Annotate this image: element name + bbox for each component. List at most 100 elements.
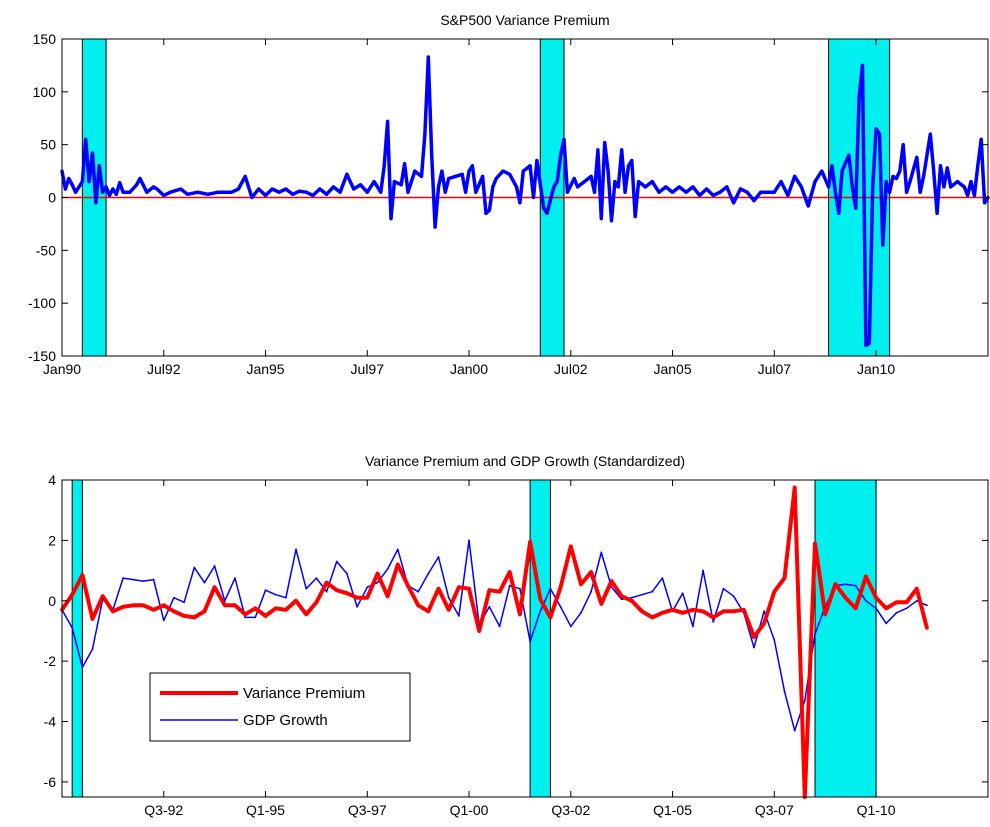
data-point — [352, 187, 356, 191]
variance-premium-point — [630, 598, 634, 603]
gdp-growth-point — [783, 690, 786, 693]
variance-premium-point — [843, 595, 848, 600]
variance-premium-point — [884, 606, 889, 611]
variance-premium-point — [864, 574, 868, 579]
variance-premium-point — [182, 614, 186, 618]
data-point — [745, 190, 749, 194]
data-point — [114, 192, 118, 196]
data-point — [935, 211, 939, 215]
x-tick-label: Jul07 — [758, 361, 792, 377]
variance-premium-point — [782, 576, 787, 580]
variance-premium-point — [925, 626, 929, 630]
gdp-growth-point — [173, 596, 175, 599]
variance-premium-point — [691, 608, 695, 612]
data-point — [732, 201, 736, 205]
variance-premium-point — [558, 585, 563, 589]
x-tick-label: Q3-92 — [144, 802, 183, 818]
variance-premium-point — [518, 612, 522, 617]
data-point — [460, 172, 464, 176]
variance-premium-point — [192, 615, 197, 620]
data-point — [447, 176, 451, 181]
gdp-growth-point — [641, 593, 643, 596]
data-point — [521, 169, 525, 173]
data-point — [691, 185, 695, 189]
variance-premium-point — [741, 608, 746, 612]
gdp-growth-point — [122, 577, 124, 580]
data-point — [406, 190, 410, 194]
gdp-growth-point — [386, 568, 389, 570]
y-tick-label: 50 — [40, 137, 56, 153]
gdp-growth-point — [91, 648, 94, 650]
recession-band — [814, 479, 877, 798]
gdp-growth-point — [610, 586, 613, 589]
variance-premium-point — [711, 615, 716, 620]
data-point — [670, 190, 675, 194]
variance-premium-point — [141, 603, 146, 608]
data-point — [121, 190, 125, 194]
data-point — [90, 151, 95, 155]
legend-label-variance-premium: Variance Premium — [243, 685, 365, 702]
data-point — [206, 192, 210, 196]
data-point — [63, 187, 67, 191]
data-point — [966, 193, 970, 197]
data-point — [888, 190, 892, 194]
variance-premium-point — [172, 609, 176, 614]
variance-premium-point — [212, 585, 217, 589]
gdp-growth-point — [417, 590, 420, 593]
data-point — [572, 176, 576, 181]
variance-premium-point — [446, 608, 451, 612]
data-point — [559, 153, 563, 157]
gdp-growth-point — [183, 601, 186, 604]
data-point — [270, 187, 274, 191]
gdp-growth-point — [926, 604, 928, 607]
data-point — [345, 172, 349, 176]
gdp-growth-point — [376, 581, 379, 584]
gdp-growth-point — [600, 551, 603, 554]
gdp-growth-line — [61, 539, 928, 732]
data-point — [531, 195, 536, 200]
data-point — [97, 164, 101, 168]
data-point — [440, 169, 444, 173]
variance-premium-point — [263, 614, 268, 618]
data-point — [372, 180, 376, 184]
variance-premium-point — [660, 611, 665, 615]
gdp-growth-point — [457, 614, 460, 617]
chart-title: Variance Premium and GDP Growth (Standar… — [365, 453, 685, 469]
variance-premium-chart: S&P500 Variance Premium -150 -100 -50 0 50 10… — [28, 12, 990, 377]
variance-premium-point — [111, 609, 115, 614]
variance-premium-point — [131, 603, 136, 608]
data-point — [704, 187, 709, 191]
data-point — [257, 187, 261, 191]
variance-premium-point — [416, 603, 420, 608]
gdp-growth-point — [661, 577, 664, 580]
data-point — [229, 190, 234, 194]
x-tick-label: Jan95 — [246, 361, 284, 377]
data-point — [969, 180, 973, 184]
data-point — [830, 164, 834, 168]
data-point — [118, 181, 122, 185]
gdp-growth-point — [508, 584, 511, 587]
data-point — [542, 206, 546, 210]
y-tick-label: 0 — [48, 190, 56, 206]
variance-premium-point — [345, 591, 349, 596]
gdp-growth-point — [539, 610, 542, 613]
chart-title: S&P500 Variance Premium — [440, 12, 609, 28]
gdp-growth-point — [498, 625, 501, 628]
data-point — [623, 190, 627, 194]
variance-premium-point — [477, 629, 482, 633]
variance-premium-point — [355, 595, 359, 600]
data-point — [487, 208, 491, 212]
variance-premium-point — [792, 485, 797, 490]
data-point — [643, 185, 648, 189]
data-point — [104, 185, 108, 189]
variance-premium-point — [823, 612, 827, 617]
data-point — [80, 180, 84, 184]
gdp-growth-point — [915, 599, 918, 602]
variance-premium-point — [273, 606, 278, 611]
data-point — [481, 174, 485, 178]
gdp-growth-point — [590, 590, 593, 593]
gdp-growth-point — [854, 584, 857, 587]
variance-premium-point — [680, 611, 685, 615]
data-point — [945, 166, 949, 170]
data-point — [379, 190, 383, 194]
